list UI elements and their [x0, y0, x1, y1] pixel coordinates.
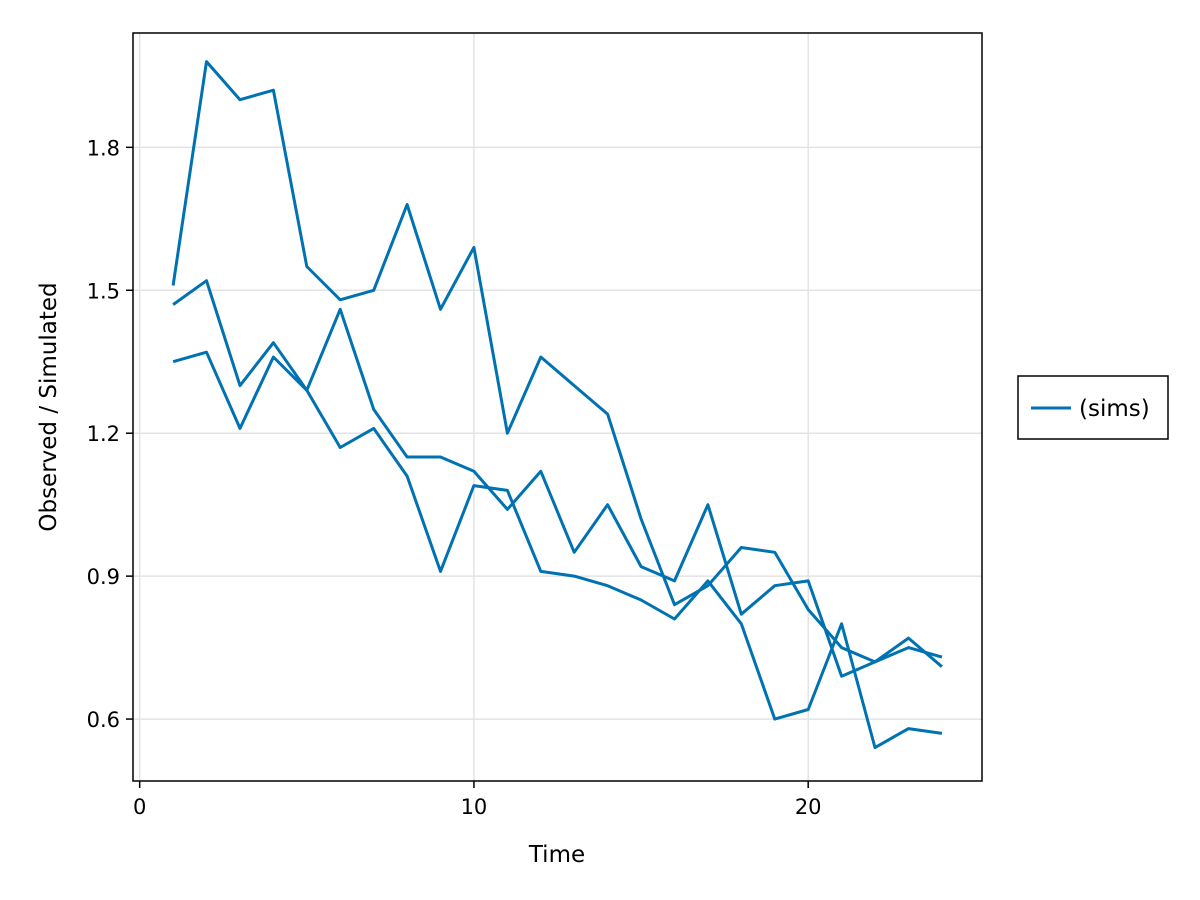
grid-lines — [133, 33, 982, 781]
y-tick-label: 0.9 — [87, 565, 120, 589]
series-line-2 — [172, 279, 943, 678]
y-axis: 0.6 0.9 1.2 1.5 1.8 — [87, 136, 133, 732]
x-tick-label: 10 — [461, 795, 488, 819]
series-line-1 — [171, 60, 943, 664]
x-tick-label: 20 — [795, 795, 822, 819]
legend-label: (sims) — [1079, 396, 1150, 422]
y-tick-label: 1.2 — [87, 422, 120, 446]
legend: (sims) — [1017, 375, 1169, 440]
y-axis-title: Observed / Simulated — [36, 282, 62, 531]
series-lines — [171, 60, 943, 750]
y-tick-label: 1.5 — [87, 279, 120, 303]
y-tick-label: 0.6 — [87, 708, 120, 732]
series-line-3 — [172, 350, 943, 750]
y-tick-label: 1.8 — [87, 136, 120, 160]
x-axis: 0 10 20 — [133, 781, 822, 819]
plot-frame — [132, 32, 983, 782]
x-tick-label: 0 — [133, 795, 146, 819]
x-axis-title: Time — [528, 842, 585, 868]
